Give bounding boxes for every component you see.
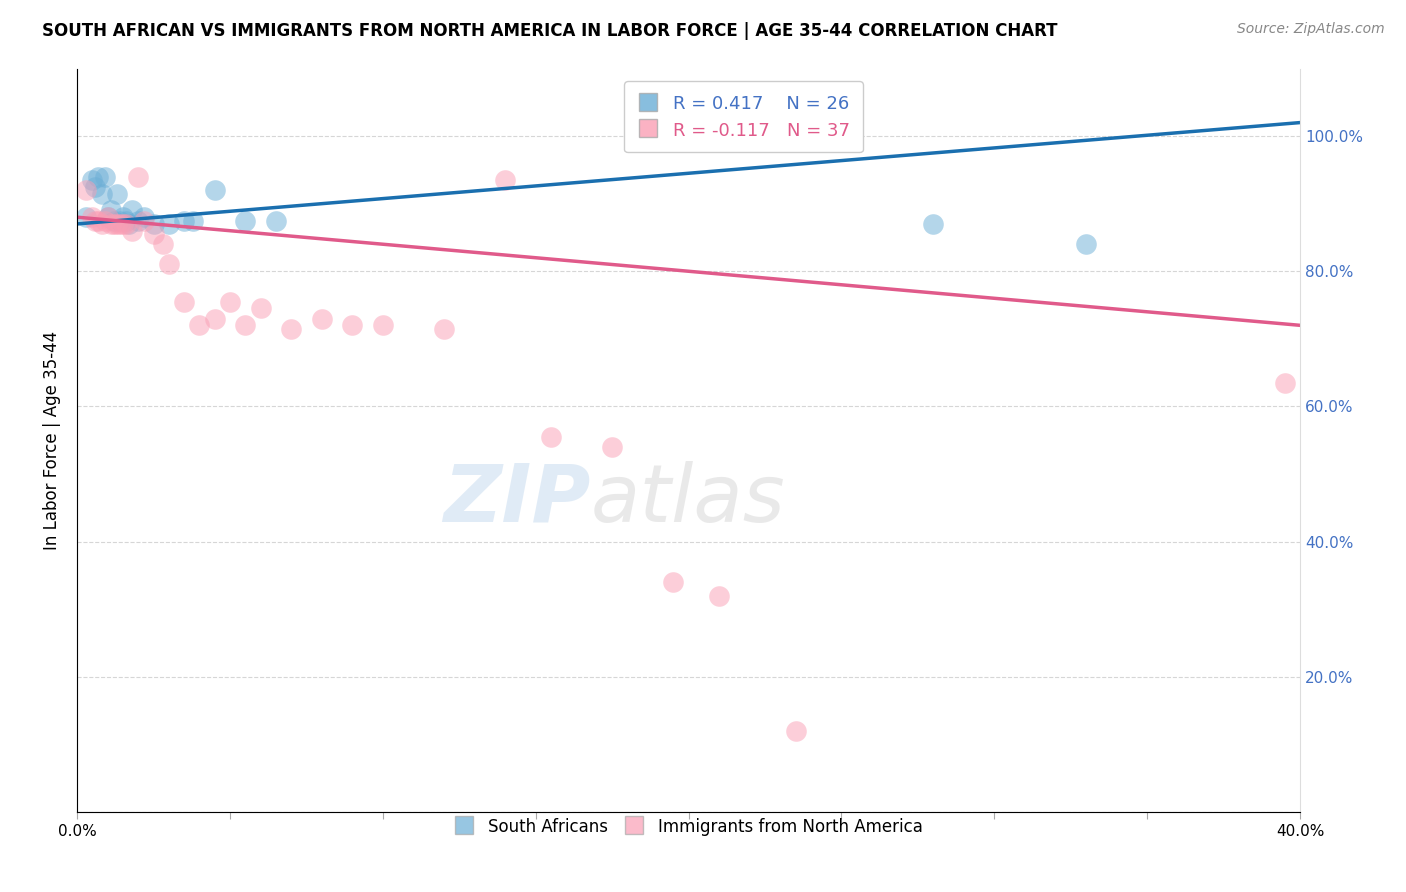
Y-axis label: In Labor Force | Age 35-44: In Labor Force | Age 35-44 (44, 331, 60, 549)
Point (93, 169, 115, 184)
Point (100, 217, 122, 231)
Point (82, 210, 104, 224)
Point (785, 723, 807, 738)
Point (90, 186, 112, 201)
Point (87, 213, 110, 227)
Point (540, 430, 562, 444)
Point (87, 169, 110, 184)
Text: ZIP: ZIP (443, 460, 591, 539)
Point (84, 213, 107, 227)
Point (1074, 237, 1097, 252)
Point (142, 217, 165, 231)
Text: atlas: atlas (591, 460, 786, 539)
Point (233, 318, 256, 333)
Point (75, 210, 97, 224)
Point (121, 203, 143, 218)
Point (82, 173, 104, 187)
Point (342, 318, 364, 333)
Point (75, 183, 97, 197)
Point (204, 183, 226, 197)
Point (173, 294, 195, 309)
Point (707, 589, 730, 603)
Point (93, 213, 115, 227)
Point (111, 217, 134, 231)
Point (105, 217, 128, 231)
Point (100, 203, 122, 218)
Point (600, 440, 623, 454)
Point (264, 213, 287, 227)
Point (90, 217, 112, 231)
Point (157, 217, 180, 231)
Point (233, 213, 256, 227)
Point (494, 173, 516, 187)
Point (173, 213, 195, 227)
Point (152, 237, 174, 252)
Point (219, 294, 242, 309)
Point (127, 169, 149, 184)
Point (134, 210, 156, 224)
Point (127, 213, 149, 227)
Point (249, 301, 271, 316)
Point (922, 217, 945, 231)
Legend: South Africans, Immigrants from North America: South Africans, Immigrants from North Am… (446, 810, 931, 845)
Point (103, 213, 125, 227)
Point (118, 217, 141, 231)
Point (121, 224, 143, 238)
Point (157, 258, 180, 272)
Point (142, 227, 165, 241)
Point (181, 213, 204, 227)
Point (662, 575, 685, 590)
Point (97, 210, 120, 224)
Text: Source: ZipAtlas.com: Source: ZipAtlas.com (1237, 22, 1385, 37)
Point (311, 311, 333, 326)
Point (371, 318, 394, 333)
Point (97, 210, 120, 224)
Point (108, 213, 131, 227)
Point (103, 217, 125, 231)
Point (84, 179, 107, 194)
Point (115, 213, 138, 227)
Point (108, 217, 131, 231)
Point (204, 311, 226, 326)
Point (433, 321, 456, 335)
Point (134, 213, 156, 227)
Point (105, 186, 128, 201)
Point (280, 321, 302, 335)
Point (111, 210, 134, 224)
Point (188, 318, 211, 333)
Text: SOUTH AFRICAN VS IMMIGRANTS FROM NORTH AMERICA IN LABOR FORCE | AGE 35-44 CORREL: SOUTH AFRICAN VS IMMIGRANTS FROM NORTH A… (42, 22, 1057, 40)
Point (115, 217, 138, 231)
Point (1274, 376, 1296, 390)
